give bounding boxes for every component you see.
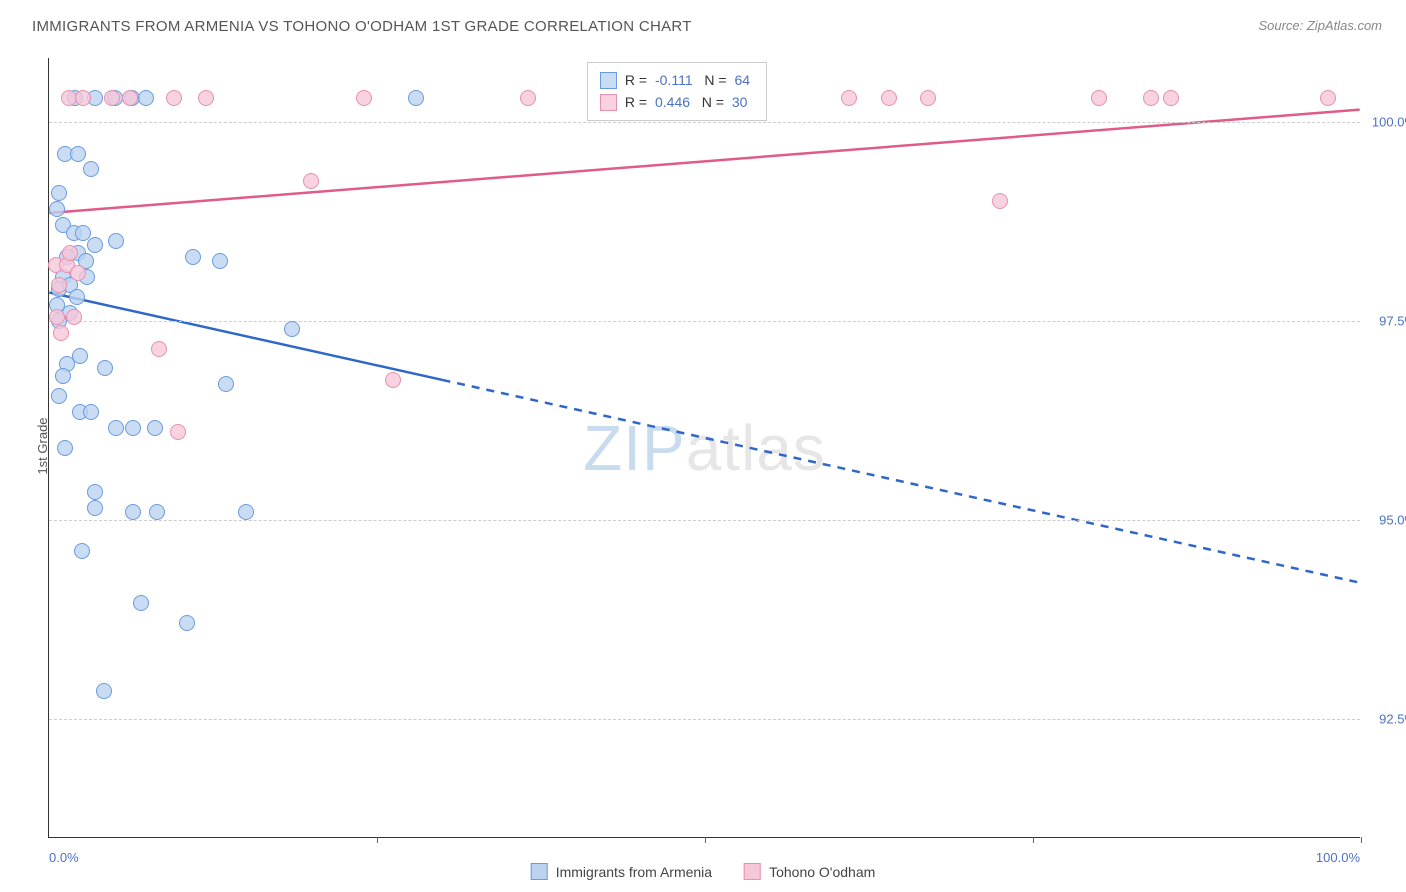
scatter-point — [1143, 90, 1159, 106]
scatter-point — [49, 201, 65, 217]
scatter-point — [122, 90, 138, 106]
scatter-point — [179, 615, 195, 631]
watermark-part2: atlas — [686, 412, 826, 484]
scatter-point — [166, 90, 182, 106]
scatter-point — [218, 376, 234, 392]
legend-swatch — [600, 72, 617, 89]
x-tick-mark — [705, 837, 706, 843]
scatter-point — [238, 504, 254, 520]
scatter-point — [70, 146, 86, 162]
scatter-point — [149, 504, 165, 520]
scatter-point — [74, 543, 90, 559]
scatter-point — [69, 289, 85, 305]
scatter-point — [1320, 90, 1336, 106]
legend-swatch — [744, 863, 761, 880]
scatter-point — [87, 484, 103, 500]
y-tick-label: 100.0% — [1364, 114, 1406, 129]
scatter-point — [356, 90, 372, 106]
bottom-legend-label: Immigrants from Armenia — [556, 864, 712, 880]
scatter-point — [841, 90, 857, 106]
bottom-legend-item: Tohono O'odham — [744, 863, 875, 880]
scatter-point — [87, 237, 103, 253]
chart-title: IMMIGRANTS FROM ARMENIA VS TOHONO O'ODHA… — [32, 18, 692, 35]
scatter-point — [138, 90, 154, 106]
scatter-point — [51, 277, 67, 293]
scatter-point — [125, 420, 141, 436]
scatter-point — [97, 360, 113, 376]
plot-area: ZIPatlas 92.5%95.0%97.5%100.0%0.0%100.0%… — [48, 58, 1360, 838]
scatter-point — [66, 309, 82, 325]
legend-stats-text: R = -0.111 N = 64 — [625, 69, 754, 91]
scatter-point — [62, 245, 78, 261]
x-tick-mark — [377, 837, 378, 843]
scatter-point — [881, 90, 897, 106]
legend-stats-text: R = 0.446 N = 30 — [625, 91, 752, 113]
trend-line-solid — [49, 110, 1359, 213]
scatter-point — [49, 309, 65, 325]
trend-lines-svg — [49, 58, 1360, 837]
scatter-point — [75, 90, 91, 106]
correlation-legend-row: R = -0.111 N = 64 — [600, 69, 754, 91]
scatter-point — [87, 500, 103, 516]
scatter-point — [170, 424, 186, 440]
legend-swatch — [531, 863, 548, 880]
trend-line-dashed — [442, 380, 1359, 583]
scatter-point — [303, 173, 319, 189]
hgrid-line — [49, 719, 1360, 720]
scatter-point — [51, 388, 67, 404]
scatter-point — [53, 325, 69, 341]
scatter-point — [992, 193, 1008, 209]
scatter-point — [185, 249, 201, 265]
scatter-point — [520, 90, 536, 106]
bottom-legend-label: Tohono O'odham — [769, 864, 875, 880]
scatter-point — [1091, 90, 1107, 106]
x-tick-mark — [1033, 837, 1034, 843]
y-tick-label: 97.5% — [1364, 313, 1406, 328]
scatter-point — [1163, 90, 1179, 106]
scatter-point — [96, 683, 112, 699]
scatter-point — [133, 595, 149, 611]
scatter-point — [108, 233, 124, 249]
scatter-point — [51, 185, 67, 201]
scatter-point — [151, 341, 167, 357]
scatter-point — [108, 420, 124, 436]
hgrid-line — [49, 321, 1360, 322]
hgrid-line — [49, 122, 1360, 123]
scatter-point — [920, 90, 936, 106]
scatter-point — [198, 90, 214, 106]
scatter-point — [83, 404, 99, 420]
scatter-point — [104, 90, 120, 106]
bottom-legend-item: Immigrants from Armenia — [531, 863, 712, 880]
hgrid-line — [49, 520, 1360, 521]
scatter-point — [147, 420, 163, 436]
scatter-point — [408, 90, 424, 106]
watermark: ZIPatlas — [583, 411, 826, 485]
x-tick-label-left: 0.0% — [49, 850, 79, 865]
scatter-point — [70, 265, 86, 281]
watermark-part1: ZIP — [583, 412, 686, 484]
x-tick-label-right: 100.0% — [1316, 850, 1360, 865]
x-tick-mark — [1361, 837, 1362, 843]
scatter-point — [83, 161, 99, 177]
scatter-point — [284, 321, 300, 337]
y-tick-label: 92.5% — [1364, 711, 1406, 726]
correlation-legend-row: R = 0.446 N = 30 — [600, 91, 754, 113]
bottom-legend: Immigrants from Armenia Tohono O'odham — [531, 863, 876, 880]
scatter-point — [55, 368, 71, 384]
scatter-point — [125, 504, 141, 520]
scatter-point — [212, 253, 228, 269]
y-tick-label: 95.0% — [1364, 512, 1406, 527]
correlation-legend: R = -0.111 N = 64R = 0.446 N = 30 — [587, 62, 767, 121]
scatter-point — [385, 372, 401, 388]
scatter-point — [57, 440, 73, 456]
source-attribution: Source: ZipAtlas.com — [1258, 18, 1382, 33]
legend-swatch — [600, 94, 617, 111]
